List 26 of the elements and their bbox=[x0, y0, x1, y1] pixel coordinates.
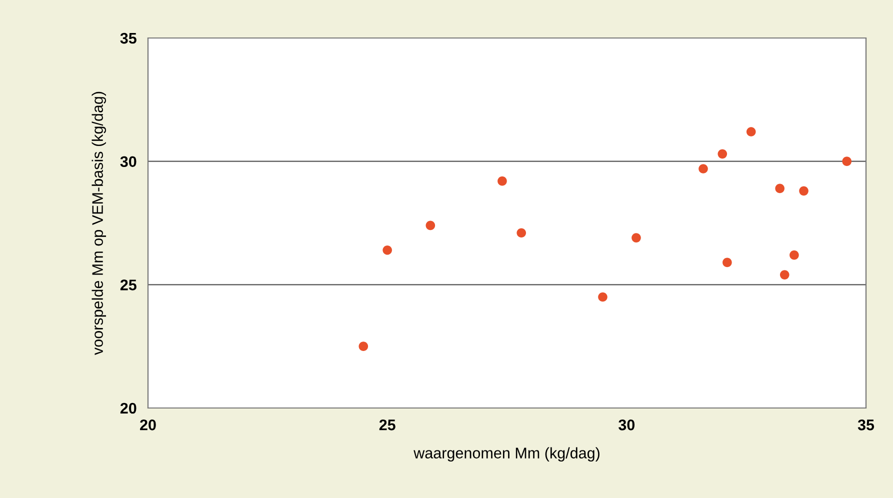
point bbox=[698, 164, 708, 174]
y-tick-label: 30 bbox=[120, 156, 136, 168]
x-axis-title: waargenomen Mm (kg/dag) bbox=[414, 447, 600, 462]
point bbox=[382, 245, 392, 255]
point bbox=[516, 228, 526, 238]
point bbox=[790, 250, 799, 260]
y-axis-title: voorspelde Mm op VEM-basis (kg/dag) bbox=[92, 92, 106, 355]
x-tick-label: 30 bbox=[618, 420, 635, 430]
point bbox=[632, 233, 641, 242]
point bbox=[358, 342, 368, 351]
point bbox=[718, 149, 728, 159]
point bbox=[498, 176, 507, 186]
point bbox=[842, 156, 852, 166]
x-tick-label: 25 bbox=[379, 420, 396, 430]
point bbox=[746, 127, 756, 136]
point bbox=[775, 184, 784, 194]
point bbox=[722, 258, 732, 268]
y-tick-label: 35 bbox=[120, 32, 136, 44]
point bbox=[598, 292, 608, 302]
y-tick-label: 25 bbox=[120, 280, 136, 290]
point bbox=[426, 220, 436, 230]
y-tick-label: 20 bbox=[120, 402, 136, 414]
x-tick-label: 20 bbox=[140, 420, 156, 430]
point bbox=[799, 186, 808, 196]
x-tick-label: 35 bbox=[858, 420, 874, 430]
point bbox=[780, 270, 790, 280]
